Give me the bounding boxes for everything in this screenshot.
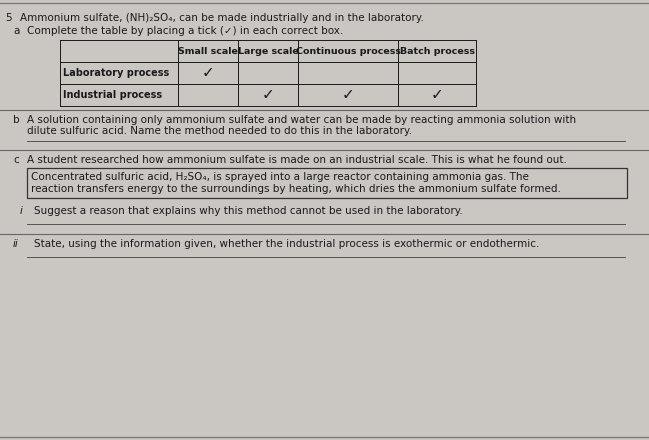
Text: Industrial process: Industrial process [63,90,162,100]
Text: Batch process: Batch process [400,47,474,55]
Text: State, using the information given, whether the industrial process is exothermic: State, using the information given, whet… [34,239,539,249]
Text: i: i [20,206,23,216]
Text: A student researched how ammonium sulfate is made on an industrial scale. This i: A student researched how ammonium sulfat… [27,155,567,165]
Text: Laboratory process: Laboratory process [63,68,169,78]
Text: b: b [13,115,19,125]
Text: Ammonium sulfate, (NH)₂SO₄, can be made industrially and in the laboratory.: Ammonium sulfate, (NH)₂SO₄, can be made … [20,13,424,23]
Text: a: a [13,26,19,36]
Text: 5: 5 [5,13,12,23]
Text: reaction transfers energy to the surroundings by heating, which dries the ammoni: reaction transfers energy to the surroun… [31,184,561,194]
Bar [27,168,627,198]
Text: Small scale: Small scale [178,47,238,55]
Text: dilute sulfuric acid. Name the method needed to do this in the laboratory.: dilute sulfuric acid. Name the method ne… [27,126,412,136]
Text: A solution containing only ammonium sulfate and water can be made by reacting am: A solution containing only ammonium sulf… [27,115,576,125]
Text: c: c [13,155,19,165]
Text: Continuous process: Continuous process [295,47,400,55]
Text: Large scale: Large scale [238,47,299,55]
Text: Concentrated sulfuric acid, H₂SO₄, is sprayed into a large reactor containing am: Concentrated sulfuric acid, H₂SO₄, is sp… [31,172,529,182]
Text: ✓: ✓ [341,88,354,103]
Text: ✓: ✓ [262,88,275,103]
Text: ✓: ✓ [431,88,443,103]
Text: Complete the table by placing a tick (✓) in each correct box.: Complete the table by placing a tick (✓)… [27,26,343,36]
Text: Suggest a reason that explains why this method cannot be used in the laboratory.: Suggest a reason that explains why this … [34,206,463,216]
Text: ✓: ✓ [202,66,214,81]
Text: ii: ii [13,239,19,249]
